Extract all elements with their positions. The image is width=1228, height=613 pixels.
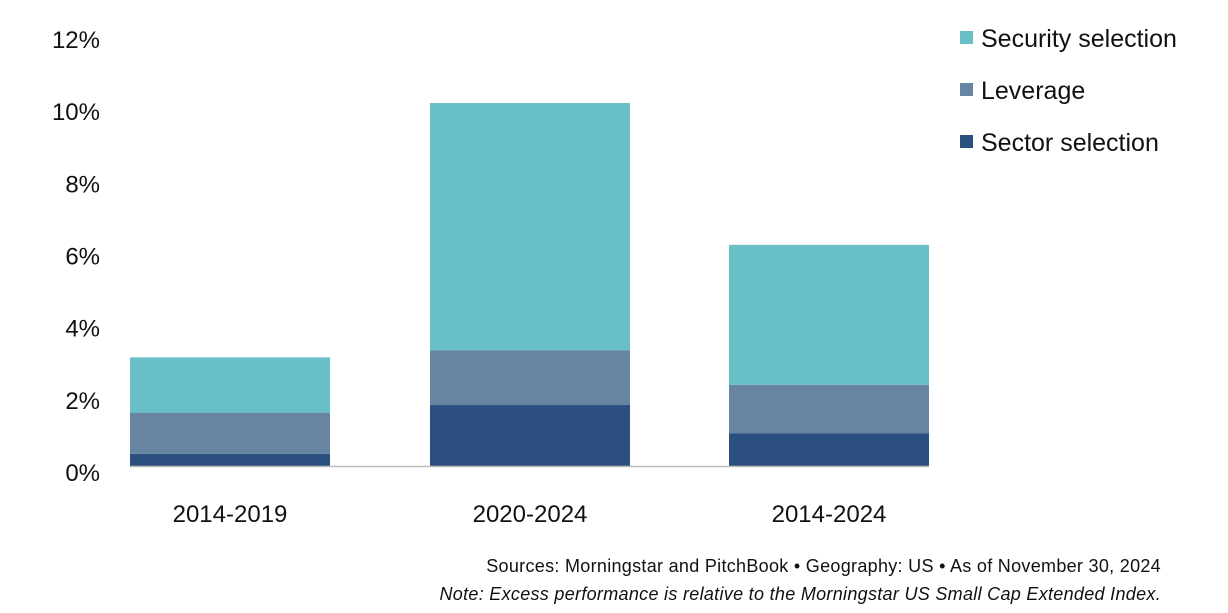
legend-swatch xyxy=(960,135,973,148)
legend-label: Leverage xyxy=(981,77,1085,105)
x-tick-label: 2014-2019 xyxy=(173,501,288,528)
legend-label: Security selection xyxy=(981,25,1177,53)
bar-segment-security-selection xyxy=(130,357,330,413)
bar-segment-leverage xyxy=(130,412,330,454)
y-tick-label: 4% xyxy=(65,316,100,343)
sources-text: Sources: Morningstar and PitchBook • Geo… xyxy=(486,556,1161,576)
y-tick-label: 2% xyxy=(65,388,100,415)
x-tick-label: 2020-2024 xyxy=(473,501,588,528)
y-tick-label: 0% xyxy=(65,460,100,487)
y-tick-label: 6% xyxy=(65,244,100,271)
bar-segment-sector-selection xyxy=(430,405,630,466)
bar-segment-sector-selection xyxy=(729,433,929,466)
bar-segment-security-selection xyxy=(430,103,630,351)
y-tick-label: 10% xyxy=(52,99,100,126)
legend-swatch xyxy=(960,31,973,44)
x-tick-label: 2014-2024 xyxy=(772,501,887,528)
y-tick-label: 8% xyxy=(65,171,100,198)
legend-swatch xyxy=(960,83,973,96)
bar-segment-security-selection xyxy=(729,244,929,385)
bar-segment-leverage xyxy=(729,384,929,434)
bar-segment-leverage xyxy=(430,350,630,406)
note-text: Note: Excess performance is relative to … xyxy=(439,584,1161,604)
stacked-bar-chart: 0% 2% 4% 6% 8% 10% 12% 2014-2019 2020-2024 2014-2… xyxy=(52,25,1177,528)
y-tick-label: 12% xyxy=(52,27,100,54)
bar-segment-sector-selection xyxy=(130,453,330,466)
legend-label: Sector selection xyxy=(981,129,1159,157)
